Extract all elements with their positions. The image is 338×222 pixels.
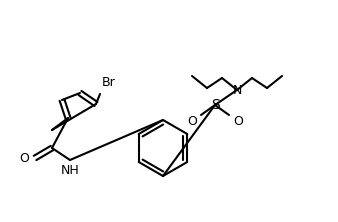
- Text: S: S: [211, 98, 219, 112]
- Text: O: O: [187, 115, 197, 127]
- Text: O: O: [19, 153, 29, 165]
- Text: N: N: [232, 83, 242, 97]
- Text: NH: NH: [61, 164, 79, 177]
- Text: Br: Br: [102, 76, 116, 89]
- Text: O: O: [233, 115, 243, 127]
